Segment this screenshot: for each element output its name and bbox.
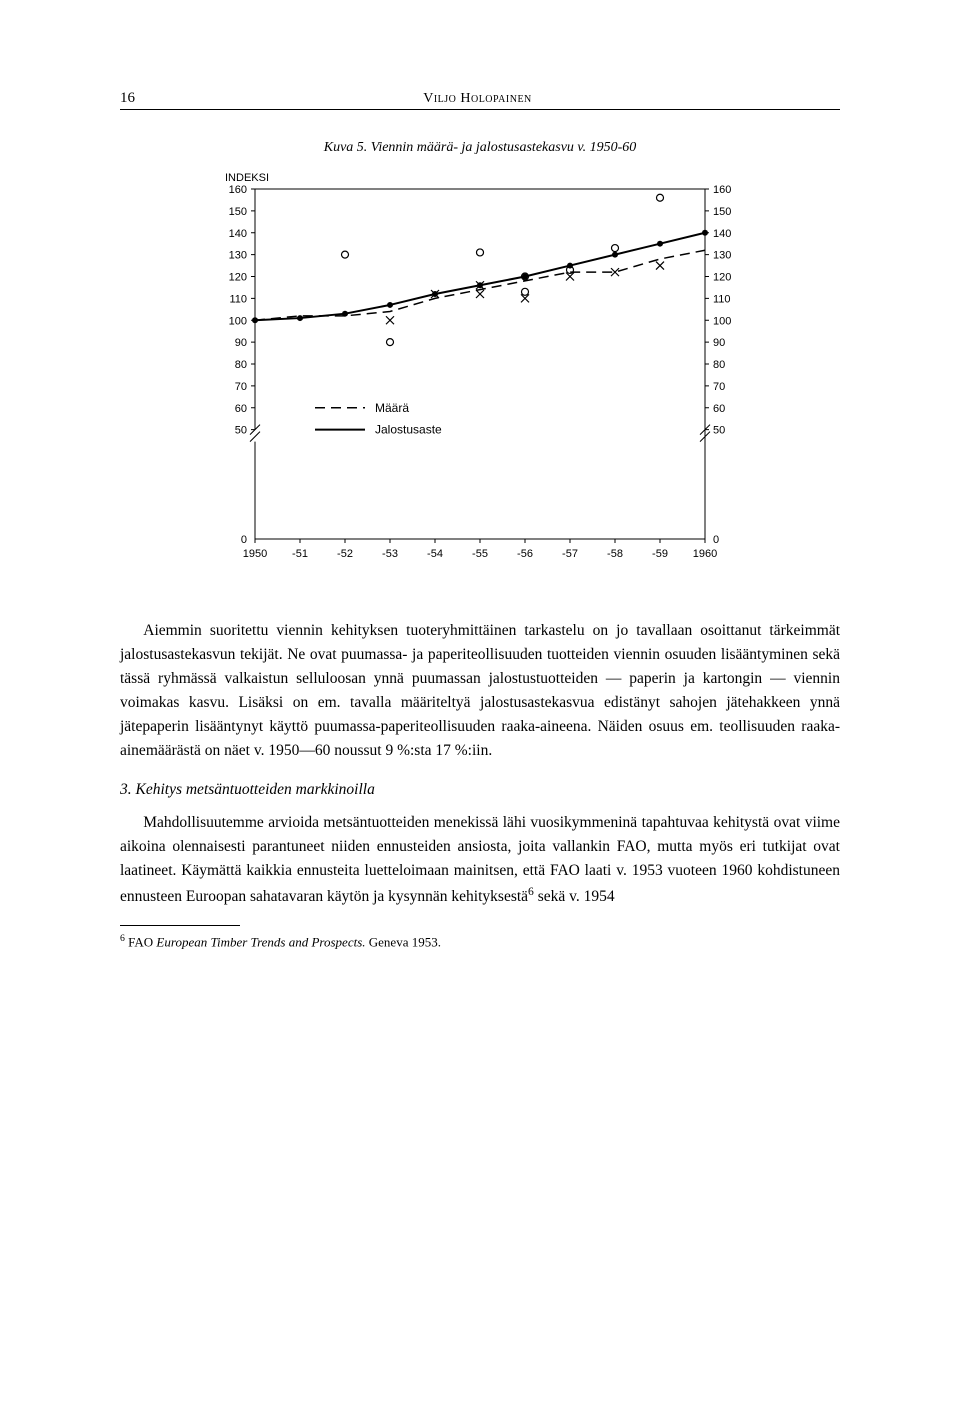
svg-text:90: 90 (235, 337, 247, 349)
chart: INDEKSI 0 0 50 50 60 60 70 70 80 80 90 90 100 100 110 11… (200, 164, 760, 589)
figure-block: Kuva 5. Viennin määrä- ja jalostusasteka… (200, 140, 760, 589)
chart-svg: INDEKSI 0 0 50 50 60 60 70 70 80 80 90 90 100 100 110 11… (200, 164, 760, 584)
svg-text:0: 0 (713, 534, 719, 546)
svg-text:1950: 1950 (243, 548, 267, 560)
svg-text:60: 60 (235, 403, 247, 415)
svg-text:140: 140 (713, 228, 731, 240)
svg-text:50: 50 (713, 425, 725, 437)
svg-text:-59: -59 (652, 548, 668, 560)
svg-text:INDEKSI: INDEKSI (225, 172, 269, 184)
page-number: 16 (120, 90, 135, 107)
svg-text:Määrä: Määrä (375, 401, 409, 415)
svg-text:100: 100 (229, 315, 247, 327)
paragraph-2: Mahdollisuutemme arvioida metsäntuotteid… (120, 811, 840, 909)
svg-text:130: 130 (713, 250, 731, 262)
figure-caption: Kuva 5. Viennin määrä- ja jalostusasteka… (200, 140, 760, 156)
svg-text:90: 90 (713, 337, 725, 349)
svg-text:Jalostusaste: Jalostusaste (375, 423, 442, 437)
svg-text:50: 50 (235, 425, 247, 437)
paragraph-2a: Mahdollisuutemme arvioida metsäntuotteid… (120, 814, 840, 905)
svg-text:-53: -53 (382, 548, 398, 560)
svg-text:110: 110 (713, 293, 731, 305)
footnote: 6 FAO European Timber Trends and Prospec… (120, 932, 840, 952)
svg-text:80: 80 (235, 359, 247, 371)
svg-text:150: 150 (229, 206, 247, 218)
svg-text:120: 120 (229, 272, 247, 284)
paragraph-2b: sekä v. 1954 (534, 888, 615, 905)
svg-text:60: 60 (713, 403, 725, 415)
svg-text:100: 100 (713, 315, 731, 327)
svg-text:-55: -55 (472, 548, 488, 560)
author-name: Viljo Holopainen (423, 91, 532, 107)
footnote-text: FAO European Timber Trends and Prospects… (125, 935, 441, 950)
svg-text:0: 0 (241, 534, 247, 546)
svg-text:-57: -57 (562, 548, 578, 560)
svg-text:-56: -56 (517, 548, 533, 560)
svg-text:1960: 1960 (693, 548, 717, 560)
svg-text:160: 160 (713, 184, 731, 196)
footnote-rule (120, 925, 240, 926)
svg-text:80: 80 (713, 359, 725, 371)
svg-text:-58: -58 (607, 548, 623, 560)
svg-text:160: 160 (229, 184, 247, 196)
paragraph-1: Aiemmin suoritettu viennin kehityksen tu… (120, 619, 840, 763)
svg-text:-51: -51 (292, 548, 308, 560)
section-heading: 3. Kehitys metsäntuotteiden markkinoilla (120, 781, 840, 799)
page-header: 16 Viljo Holopainen (120, 90, 840, 110)
svg-text:130: 130 (229, 250, 247, 262)
svg-text:-52: -52 (337, 548, 353, 560)
svg-text:120: 120 (713, 272, 731, 284)
svg-text:110: 110 (229, 293, 247, 305)
svg-text:70: 70 (235, 381, 247, 393)
svg-text:70: 70 (713, 381, 725, 393)
svg-text:150: 150 (713, 206, 731, 218)
svg-text:140: 140 (229, 228, 247, 240)
svg-text:-54: -54 (427, 548, 443, 560)
